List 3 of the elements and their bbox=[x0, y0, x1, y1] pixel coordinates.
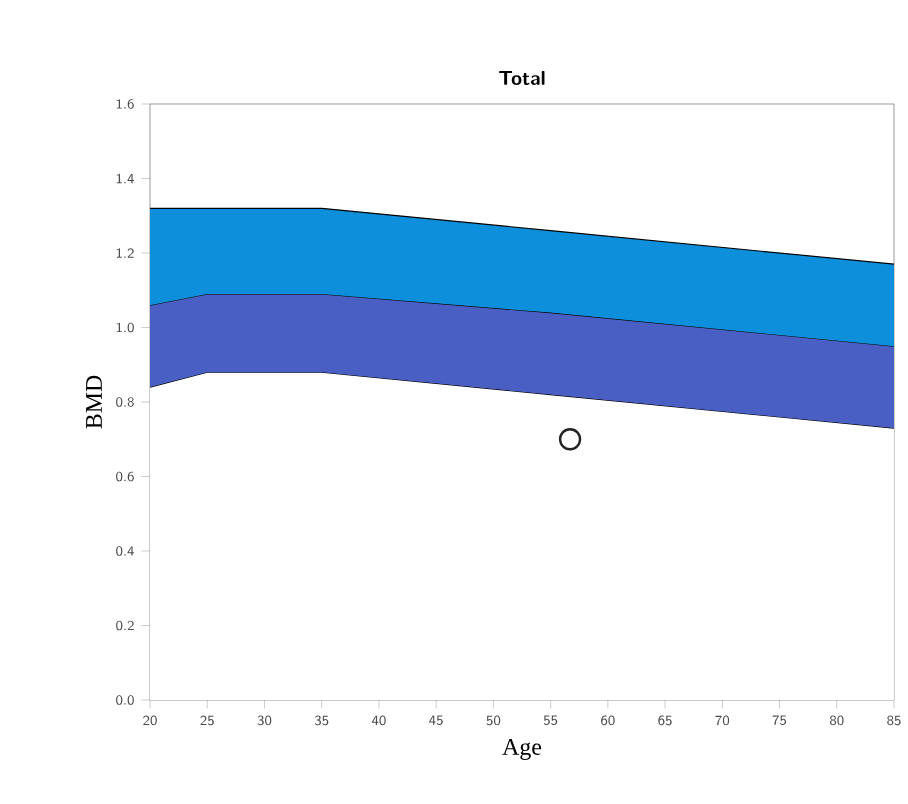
x-axis-title: Age bbox=[502, 738, 542, 760]
chart-title: Total bbox=[499, 70, 545, 85]
y-axis-title: BMD bbox=[86, 375, 102, 429]
